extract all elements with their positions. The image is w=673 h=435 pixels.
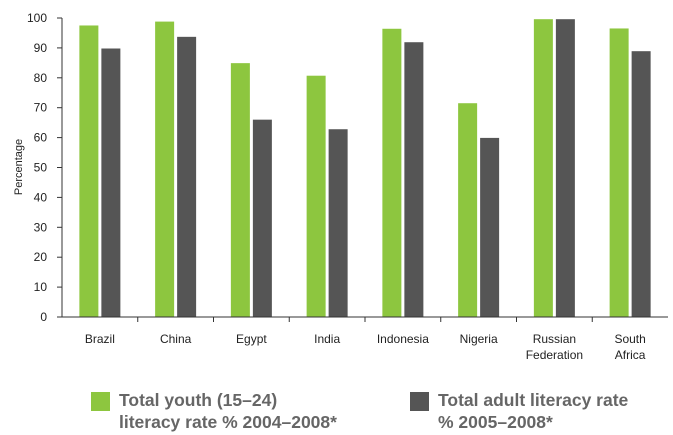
y-tick-label: 30 <box>34 220 48 234</box>
x-tick-label: Egypt <box>236 332 267 346</box>
bar-adult <box>328 129 348 317</box>
y-axis-label: Percentage <box>13 139 25 195</box>
x-axis: Brazil China Egypt India Indonesia Nigeria Rus… <box>62 316 668 362</box>
x-tick-label: Nigeria <box>460 332 498 346</box>
legend-label-adult: Total adult literacy rate % 2005–2008* <box>438 390 629 432</box>
bar-adult <box>555 19 575 318</box>
bar-adult <box>631 51 651 318</box>
y-tick-label: 100 <box>27 11 47 25</box>
x-tick-label: Indonesia <box>377 332 429 346</box>
y-tick-label: 90 <box>34 41 48 55</box>
y-tick-label: 20 <box>34 250 48 264</box>
x-tick-label: India <box>314 332 340 346</box>
legend-label-youth: Total youth (15–24) literacy rate % 2004… <box>119 390 337 432</box>
y-tick-label: 80 <box>34 71 48 85</box>
bar-adult <box>101 48 121 318</box>
bar-adult <box>480 137 500 317</box>
x-tick-label: South <box>614 332 645 346</box>
legend-youth: Total youth (15–24) literacy rate % 2004… <box>91 389 337 433</box>
y-tick-label: 40 <box>34 190 48 204</box>
bar-youth <box>533 19 553 318</box>
legend-swatch-adult <box>410 392 429 411</box>
bar-adult <box>177 36 197 317</box>
x-tick-label: Federation <box>526 348 583 362</box>
y-tick-label: 10 <box>34 280 48 294</box>
bar-youth <box>79 25 99 317</box>
bar-youth <box>458 103 478 317</box>
bar-youth <box>155 21 175 317</box>
y-tick-label: 50 <box>34 161 48 175</box>
bar-youth <box>382 28 402 317</box>
bar-youth <box>609 28 629 318</box>
y-tick-label: 60 <box>34 131 48 145</box>
bar-adult <box>404 42 424 318</box>
x-tick-label: Russian <box>533 332 576 346</box>
bars <box>79 19 651 318</box>
x-tick-label: Africa <box>615 348 646 362</box>
legend-adult: Total adult literacy rate % 2005–2008* <box>410 389 628 433</box>
bar-chart: 0 10 20 30 40 50 60 70 80 90 100 Brazil China Egypt I… <box>13 11 668 362</box>
x-tick-label: China <box>160 332 192 346</box>
y-tick-label: 70 <box>34 101 48 115</box>
y-axis: 0 10 20 30 40 50 60 70 80 90 100 <box>27 11 63 324</box>
bar-adult <box>252 119 272 317</box>
bar-youth <box>230 63 250 317</box>
legend-swatch-youth <box>91 392 110 411</box>
bar-youth <box>306 75 326 317</box>
y-tick-label: 0 <box>40 310 47 324</box>
x-tick-label: Brazil <box>85 332 115 346</box>
